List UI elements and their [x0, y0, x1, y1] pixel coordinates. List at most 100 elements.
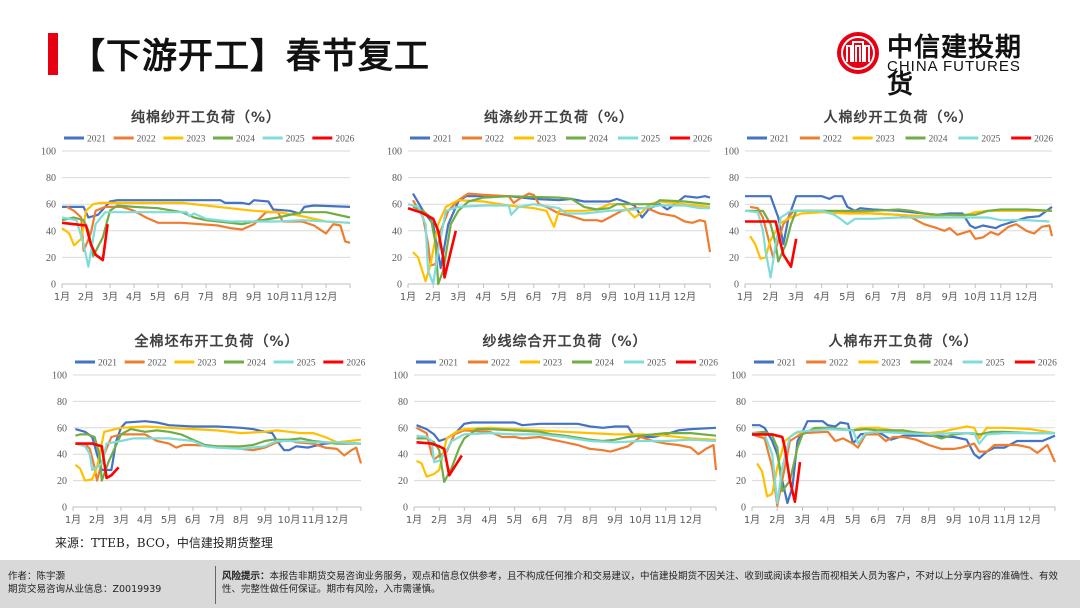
y-tick-label: 20: [729, 253, 739, 264]
chart-panel: 纯涤纱开工负荷（%） 0 20 40 60 80 100 1月 2月 3月 4月 5月 6月 7月 8月 9月…: [387, 109, 712, 303]
license: 期货交易咨询从业信息：Z0019939: [8, 584, 162, 595]
x-tick-label: 10月: [964, 291, 987, 303]
x-tick-label: 1月: [744, 514, 760, 526]
series-line-2026: [416, 441, 463, 477]
legend-item-2025: 2025: [624, 359, 666, 369]
y-tick-label: 60: [398, 423, 408, 434]
x-tick-label: 7月: [551, 291, 567, 303]
series-line-2025: [744, 209, 1050, 279]
y-tick-label: 40: [392, 226, 402, 237]
company-logo: 中信建投期货 CHINA FUTURES: [835, 27, 1035, 100]
legend-label: 2024: [929, 135, 948, 145]
legend-item-2024: 2024: [572, 359, 614, 369]
legend-item-2023: 2023: [163, 135, 206, 145]
series-line-2022: [751, 430, 1057, 507]
legend-label: 2025: [641, 135, 660, 145]
legend-item-2021: 2021: [754, 359, 796, 369]
series-line-2026: [752, 433, 802, 503]
x-tick-label: 4月: [481, 514, 497, 526]
x-tick-label: 2月: [425, 291, 441, 303]
legend-item-2024: 2024: [905, 135, 948, 145]
legend-item-2022: 2022: [806, 359, 848, 369]
legend-item-2025: 2025: [958, 135, 1001, 145]
legend-item-2021: 2021: [747, 135, 789, 145]
legend-label: 2025: [297, 359, 316, 369]
x-tick-label: 6月: [532, 514, 548, 526]
series-line-2024: [75, 428, 361, 482]
y-tick-label: 60: [392, 200, 402, 211]
x-tick-label: 12月: [326, 514, 349, 526]
series-line-2023: [412, 199, 711, 283]
x-tick-label: 4月: [814, 291, 830, 303]
legend-label: 2026: [693, 135, 712, 145]
legend-item-2025: 2025: [618, 135, 660, 145]
x-tick-label: 11月: [648, 291, 671, 303]
chart-title: 纱线综合开工负荷（%）: [482, 333, 647, 350]
x-tick-label: 8月: [222, 291, 238, 303]
x-tick-label: 11月: [302, 514, 325, 526]
x-tick-label: 12月: [315, 291, 338, 303]
legend-label: 2022: [829, 359, 848, 369]
y-tick-label: 20: [736, 476, 746, 487]
y-tick-label: 0: [62, 503, 67, 514]
legend-item-2026: 2026: [323, 359, 366, 369]
y-tick-label: 100: [41, 147, 56, 158]
x-tick-label: 3月: [113, 514, 129, 526]
legend-item-2026: 2026: [312, 135, 355, 145]
y-tick-label: 100: [724, 147, 739, 158]
legend-label: 2026: [699, 359, 718, 369]
legend-label: 2024: [589, 135, 608, 145]
x-tick-label: 3月: [788, 291, 804, 303]
x-tick-label: 6月: [865, 291, 881, 303]
legend-label: 2021: [433, 135, 452, 145]
y-tick-label: 0: [397, 280, 402, 291]
legend-label: 2022: [491, 359, 510, 369]
y-tick-label: 20: [398, 476, 408, 487]
x-tick-label: 9月: [601, 291, 617, 303]
x-tick-label: 12月: [673, 291, 696, 303]
risk-label: 风险提示：: [222, 571, 270, 582]
y-tick-label: 100: [731, 371, 746, 382]
series-line-2026: [407, 206, 458, 279]
x-tick-label: 6月: [526, 291, 542, 303]
x-tick-label: 1月: [406, 514, 422, 526]
y-tick-label: 20: [392, 253, 402, 264]
x-tick-label: 8月: [233, 514, 249, 526]
x-tick-label: 3月: [450, 291, 466, 303]
series-line-2025: [407, 203, 710, 286]
x-tick-label: 4月: [475, 291, 491, 303]
chart-title: 纯棉纱开工负荷（%）: [131, 109, 281, 126]
legend-label: 2022: [148, 359, 167, 369]
legend-item-2023: 2023: [852, 135, 895, 145]
legend-label: 2021: [777, 359, 796, 369]
x-tick-label: 10月: [623, 291, 646, 303]
legend-item-2026: 2026: [676, 359, 718, 369]
x-tick-label: 11月: [291, 291, 314, 303]
y-tick-label: 40: [729, 226, 739, 237]
y-tick-label: 0: [51, 280, 56, 291]
legend-item-2023: 2023: [520, 359, 562, 369]
chart-panel: 纯棉纱开工负荷（%） 0 20 40 60 80 100 1月 2月 3月 4月 5月 6月 7月 8月 9月…: [41, 109, 355, 303]
y-tick-label: 80: [46, 173, 56, 184]
x-tick-label: 7月: [890, 291, 906, 303]
legend-label: 2024: [934, 359, 953, 369]
legend-item-2026: 2026: [1014, 359, 1057, 369]
title-accent-bar: [48, 33, 58, 75]
legend-label: 2022: [485, 135, 504, 145]
x-tick-label: 3月: [794, 514, 810, 526]
legend-label: 2024: [236, 135, 255, 145]
series-line-2022: [66, 205, 351, 252]
x-tick-label: 11月: [654, 514, 677, 526]
x-tick-label: 2月: [89, 514, 105, 526]
x-tick-label: 12月: [1015, 291, 1038, 303]
chart-title: 全棉坯布开工负荷（%）: [133, 333, 299, 350]
x-tick-label: 3月: [102, 291, 118, 303]
x-tick-label: 4月: [820, 514, 836, 526]
x-tick-label: 9月: [246, 291, 262, 303]
y-tick-label: 0: [741, 503, 746, 514]
legend-label: 2026: [335, 135, 354, 145]
x-tick-label: 6月: [870, 514, 886, 526]
chart-title: 人棉纱开工负荷（%）: [823, 109, 973, 126]
legend-item-2021: 2021: [416, 359, 458, 369]
